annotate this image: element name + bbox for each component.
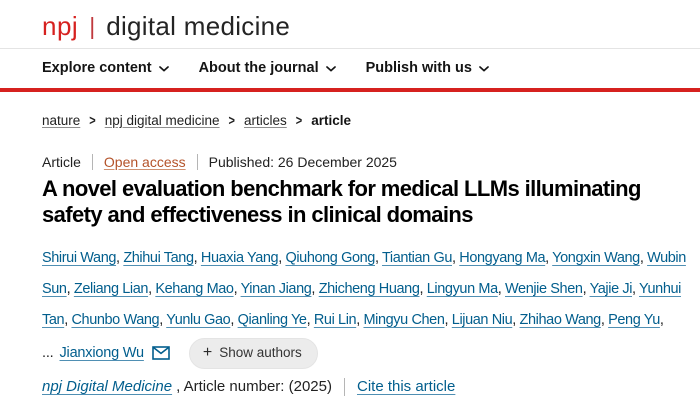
author-separator: , [639,249,648,266]
author-link[interactable]: Qianling Ye [237,311,307,328]
author-separator: , [230,311,238,328]
author-link[interactable]: Wubin Sun [42,249,686,297]
author-separator: , [233,280,241,297]
breadcrumb-journal-link[interactable]: npj digital medicine [104,113,220,128]
show-authors-button[interactable]: + Show authors [188,337,318,369]
author-separator: , [159,311,167,328]
article-title: A novel evaluation benchmark for medical… [42,176,641,228]
nav-about-the-journal[interactable]: About the journal [199,60,336,76]
author-separator: , [545,249,553,266]
logo-separator: | [89,13,96,39]
email-envelope-icon[interactable] [152,346,170,361]
journal-header: npj | digital medicine Explore content A… [0,0,700,92]
author-link[interactable]: Mingyu Chen [363,311,445,328]
author-link[interactable]: Zhicheng Huang [318,280,420,297]
author-link[interactable]: Zeliang Lian [73,280,149,297]
author-separator: , [278,249,286,266]
author-link[interactable]: Wenjie Shen [505,280,583,297]
author-separator: , [512,311,520,328]
author-separator: , [632,280,640,297]
article-type-label: Article [42,154,81,170]
author-link[interactable]: Tiantian Gu [381,249,453,266]
author-separator: , [582,280,590,297]
meta-divider [91,154,93,170]
author-separator: , [419,280,427,297]
journal-citation-link[interactable]: npj Digital Medicine [42,378,173,396]
author-link[interactable]: Shirui Wang [42,249,117,266]
author-link[interactable]: Peng Yu [608,311,660,328]
author-separator: , [497,280,505,297]
author-separator: , [444,311,452,328]
brand-accent-rule [0,88,700,92]
plus-icon: + [202,343,213,361]
author-link[interactable]: Yunlu Gao [166,311,231,328]
author-link[interactable]: Qiuhong Gong [285,249,375,266]
meta-divider [343,377,345,396]
author-separator: , [600,311,609,328]
breadcrumb-nature-link[interactable]: nature [42,113,81,128]
article-number-text: , Article number: (2025) [176,378,332,396]
breadcrumb-separator: > [295,113,303,128]
nav-explore-content-label: Explore content [42,60,152,76]
nav-explore-content[interactable]: Explore content [42,60,169,76]
show-authors-label: Show authors [219,345,302,361]
author-separator: , [66,280,74,297]
author-link[interactable]: Zhihui Tang [123,249,194,266]
citation-row: npj Digital Medicine , Article number: (… [42,377,658,396]
author-link[interactable]: Zhihao Wang [519,311,602,328]
author-separator: , [116,249,124,266]
chevron-down-icon [325,66,336,72]
nav-publish-with-us[interactable]: Publish with us [366,60,489,76]
open-access-link[interactable]: Open access [103,154,186,170]
article-meta-row: Article Open access Published: 26 Decemb… [42,154,658,170]
breadcrumb-separator: > [228,113,235,128]
authors-ellipsis: ... [42,345,54,362]
author-link[interactable]: Yajie Ji [589,280,633,297]
breadcrumb-articles-link[interactable]: articles [243,113,287,128]
author-separator: , [306,311,314,328]
corresponding-author-row: ... Jianxiong Wu + Show authors [42,337,658,369]
npj-logo-text: npj [42,11,79,41]
author-separator: , [452,249,460,266]
author-link[interactable]: Chunbo Wang [71,311,160,328]
author-link[interactable]: Huaxia Yang [200,249,279,266]
author-separator: , [356,311,364,328]
nav-publish-with-us-label: Publish with us [365,60,472,76]
journal-logo[interactable]: npj | digital medicine [0,0,700,48]
breadcrumb-separator: > [89,113,96,128]
author-link[interactable]: Lijuan Niu [451,311,513,328]
cite-this-article-link[interactable]: Cite this article [356,378,456,396]
nav-about-the-journal-label: About the journal [198,60,319,76]
author-separator: , [311,280,319,297]
author-separator: , [659,311,664,328]
author-separator: , [193,249,201,266]
author-link[interactable]: Yinan Jiang [240,280,312,297]
author-separator: , [374,249,382,266]
author-link[interactable]: Rui Lin [313,311,357,328]
meta-divider [196,154,198,170]
author-link[interactable]: Yongxin Wang [552,249,640,266]
author-link[interactable]: Hongyang Ma [459,249,546,266]
chevron-down-icon [479,66,489,72]
author-list: Shirui Wang, Zhihui Tang, Huaxia Yang, Q… [42,243,694,336]
author-link[interactable]: Lingyun Ma [426,280,498,297]
breadcrumb: nature > npj digital medicine > articles… [42,113,658,128]
journal-title-text: digital medicine [106,11,291,41]
author-link[interactable]: Yunhui Tan [42,280,681,328]
author-separator: , [148,280,156,297]
chevron-down-icon [158,66,169,72]
author-separator: , [64,311,72,328]
corresponding-author-link[interactable]: Jianxiong Wu [59,345,145,362]
breadcrumb-current-page: article [311,113,351,128]
main-nav: Explore content About the journal Publis… [0,48,700,88]
published-date-text: Published: 26 December 2025 [208,154,397,170]
author-link[interactable]: Kehang Mao [155,280,234,297]
